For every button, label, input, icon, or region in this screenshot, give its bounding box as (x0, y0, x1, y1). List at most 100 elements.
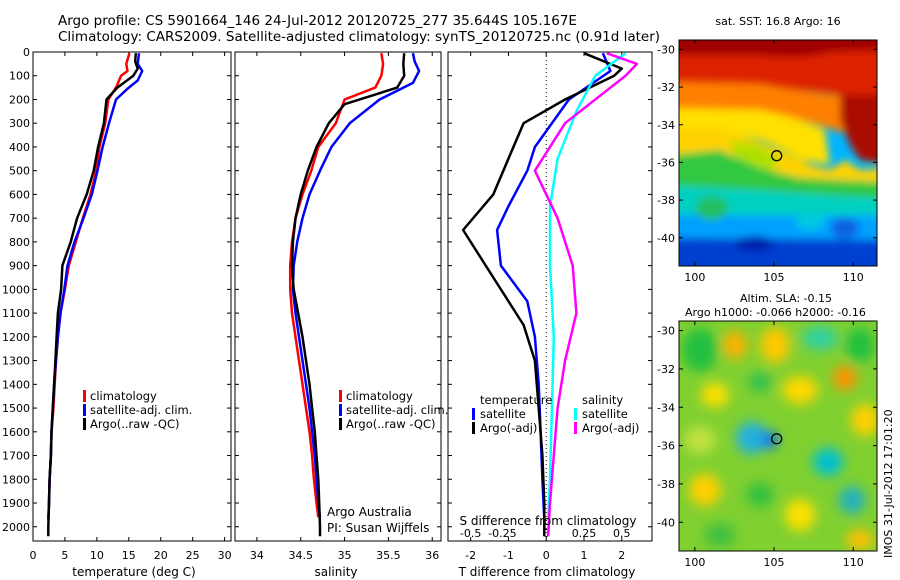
legend-swatch (339, 418, 342, 430)
depth-tick-label: 900 (9, 260, 30, 273)
temperature-series-2 (47, 53, 139, 537)
salinity-diff-tick-label: -0.5 (460, 527, 481, 540)
legend-label: satellite-adj. clim. (346, 403, 448, 417)
timestamp-stamp: IMOS 31-Jul-2012 17:01:20 (882, 409, 895, 558)
legend-swatch (339, 404, 342, 416)
difference-xtick-label: 1 (581, 549, 588, 562)
depth-tick-label: 100 (9, 70, 30, 83)
salinity-diff-tick-label: 0.25 (572, 527, 597, 540)
temperature-xtick-label: 0 (30, 549, 37, 562)
legend-swatch (83, 418, 86, 430)
temperature-xtick-label: 5 (61, 549, 68, 562)
sla-map-title: Altim. SLA: -0.15 (740, 292, 832, 305)
salinity-series-0 (288, 53, 385, 518)
sst_map-xtick-label: 105 (764, 271, 785, 284)
depth-tick-label: 1400 (2, 378, 30, 391)
depth-tick-label: 1800 (2, 473, 30, 486)
difference-xlabel: T difference from climatology (458, 565, 636, 579)
difference-panel: -2 -1 0 1 2 -0.5 -0.25 0 0.25 0.5 temperature salin… (447, 51, 653, 562)
sst-map-panel: 100 105 110 -30 -32 -34 -36 -38 -40 (657, 39, 878, 284)
salinity-xtick-label: 35 (338, 549, 352, 562)
sst_map-ytick-label: -40 (657, 232, 675, 245)
difference-series-3 (533, 52, 639, 537)
sst-map-title: sat. SST: 16.8 Argo: 16 (715, 15, 840, 28)
sla_map-ytick-label: -32 (657, 363, 675, 376)
depth-tick-label: 1600 (2, 426, 30, 439)
salinity-panel: 34 34.5 35 35.5 36 climatologysatellite-adj. … (234, 51, 448, 562)
temperature-panel: 0100200300400500600700800900100011001200… (2, 46, 232, 562)
depth-tick-label: 700 (9, 212, 30, 225)
salinity-diff-tick-label: 0 (543, 527, 550, 540)
credit-line-1: Argo Australia (327, 505, 412, 519)
salinity-xtick-label: 34.5 (288, 549, 313, 562)
argo-location-marker (771, 150, 783, 162)
difference-series-1 (461, 52, 624, 537)
legend-swatch (574, 422, 577, 434)
temperature-xtick-label: 10 (90, 549, 104, 562)
temperature-xtick-label: 20 (154, 549, 168, 562)
sst_map-ytick-label: -32 (657, 81, 675, 94)
sla_map-ytick-label: -40 (657, 516, 675, 529)
salinity-xtick-label: 36 (425, 549, 439, 562)
legend-label: climatology (346, 389, 413, 403)
header-line-1: Argo profile: CS 5901664_146 24-Jul-2012… (58, 13, 577, 29)
temperature-xtick-label: 25 (186, 549, 200, 562)
sst_map-xtick-label: 110 (843, 271, 864, 284)
sst_map-ytick-label: -34 (657, 119, 675, 132)
depth-tick-label: 2000 (2, 521, 30, 534)
legend-swatch (574, 408, 577, 420)
depth-tick-label: 400 (9, 141, 30, 154)
legend-label: satellite (480, 407, 526, 421)
header-line-2: Climatology: CARS2009. Satellite-adjuste… (58, 29, 661, 45)
depth-tick-label: 1900 (2, 497, 30, 510)
sla_map-ytick-label: -38 (657, 478, 675, 491)
sla_map-xtick-label: 105 (764, 556, 785, 569)
salinity-diff-tick-label: 0.5 (613, 527, 631, 540)
sst_map-ytick-label: -36 (657, 156, 675, 169)
sla-map-panel: 100 105 110 -30 -32 -34 -36 -38 -40 (657, 320, 878, 569)
legend-label: satellite-adj. clim. (90, 403, 192, 417)
legend-label: climatology (90, 389, 157, 403)
sla-map-subtitle: Argo h1000: -0.066 h2000: -0.16 (685, 306, 866, 319)
salinity-xlabel: salinity (314, 565, 357, 579)
legend-swatch (472, 408, 475, 420)
legend-swatch (472, 422, 475, 434)
sst_map-ytick-label: -38 (657, 194, 675, 207)
salinity-diff-tick-label: -0.25 (488, 527, 516, 540)
argo-location-marker (771, 433, 783, 445)
difference-xtick-label: 0 (543, 549, 550, 562)
legend-swatch (83, 390, 86, 402)
sla_map-ytick-label: -30 (657, 325, 675, 338)
legend-title-temperature: temperature (480, 393, 552, 407)
salinity-series-1 (291, 52, 421, 518)
temperature-axes-box (32, 51, 232, 542)
legend-label: Argo(-adj) (582, 421, 639, 435)
salinity-series-2 (290, 53, 406, 537)
depth-tick-label: 1100 (2, 307, 30, 320)
depth-tick-label: 300 (9, 117, 30, 130)
depth-tick-label: 1300 (2, 355, 30, 368)
legend-label: Argo(..raw -QC) (346, 417, 436, 431)
temperature-xlabel: temperature (deg C) (72, 565, 195, 579)
sst_map-xtick-label: 100 (684, 271, 705, 284)
salinity-xtick-label: 35.5 (376, 549, 401, 562)
depth-tick-label: 800 (9, 236, 30, 249)
legend-title-salinity: salinity (582, 393, 623, 407)
difference-series-2 (546, 52, 627, 520)
legend-label: Argo(-adj) (480, 421, 537, 435)
sla_map-ytick-label: -34 (657, 401, 675, 414)
difference-xtick-label: -2 (465, 549, 476, 562)
credit-line-2: PI: Susan Wijffels (327, 521, 429, 535)
depth-tick-label: 1000 (2, 283, 30, 296)
difference-xtick-label: 2 (618, 549, 625, 562)
sst_map-ytick-label: -30 (657, 43, 675, 56)
depth-tick-label: 200 (9, 93, 30, 106)
depth-tick-label: 1200 (2, 331, 30, 344)
legend-swatch (83, 404, 86, 416)
sla_map-xtick-label: 110 (843, 556, 864, 569)
difference-xlabel-top: S difference from climatology (460, 514, 637, 528)
salinity-axes-box (234, 51, 442, 542)
sla_map-xtick-label: 100 (684, 556, 705, 569)
temperature-xtick-label: 30 (218, 549, 232, 562)
